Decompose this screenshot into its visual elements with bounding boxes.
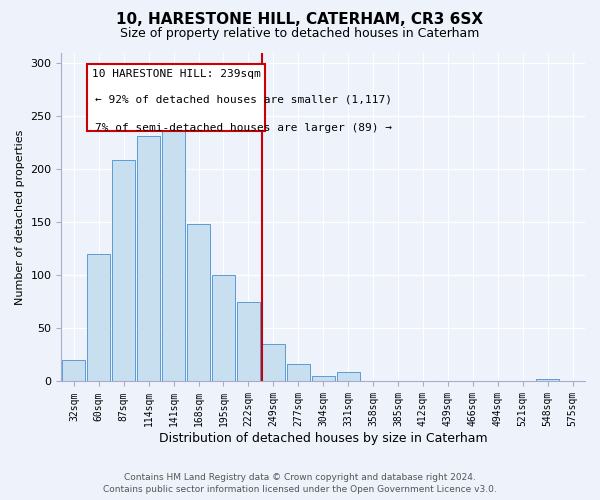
FancyBboxPatch shape (88, 64, 265, 130)
Bar (137, 136, 160, 382)
Bar (287, 364, 310, 382)
Bar (187, 224, 210, 382)
Bar (262, 344, 285, 382)
Text: ← 92% of detached houses are smaller (1,117): ← 92% of detached houses are smaller (1,… (95, 95, 392, 105)
Bar (112, 160, 135, 382)
Text: 7% of semi-detached houses are larger (89) →: 7% of semi-detached houses are larger (8… (95, 123, 392, 133)
Bar (62, 360, 85, 382)
Bar (536, 380, 559, 382)
Bar (212, 276, 235, 382)
Text: Size of property relative to detached houses in Caterham: Size of property relative to detached ho… (121, 28, 479, 40)
Bar (312, 376, 335, 382)
Bar (162, 116, 185, 382)
Bar (88, 254, 110, 382)
Text: 10 HARESTONE HILL: 239sqm: 10 HARESTONE HILL: 239sqm (92, 68, 260, 78)
Text: 10, HARESTONE HILL, CATERHAM, CR3 6SX: 10, HARESTONE HILL, CATERHAM, CR3 6SX (116, 12, 484, 28)
Text: Contains HM Land Registry data © Crown copyright and database right 2024.
Contai: Contains HM Land Registry data © Crown c… (103, 472, 497, 494)
Bar (337, 372, 359, 382)
X-axis label: Distribution of detached houses by size in Caterham: Distribution of detached houses by size … (159, 432, 488, 445)
Bar (237, 302, 260, 382)
Y-axis label: Number of detached properties: Number of detached properties (15, 130, 25, 304)
